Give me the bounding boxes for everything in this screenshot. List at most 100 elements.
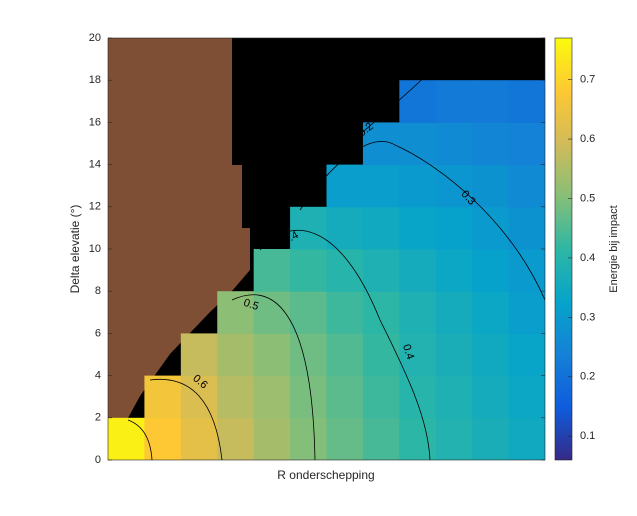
heatmap-cell bbox=[508, 164, 545, 208]
heatmap-cell bbox=[108, 417, 145, 460]
heatmap-cell bbox=[144, 375, 182, 419]
heatmap-cell bbox=[472, 375, 510, 419]
heatmap-cell bbox=[326, 206, 364, 250]
heatmap-cell bbox=[435, 206, 473, 250]
heatmap-cell bbox=[399, 206, 437, 250]
heatmap-cell bbox=[472, 122, 510, 166]
heatmap-cell bbox=[326, 417, 364, 460]
heatmap bbox=[108, 80, 545, 460]
heatmap-cell bbox=[362, 206, 400, 250]
heatmap-cell bbox=[399, 333, 437, 377]
heatmap-cell bbox=[435, 375, 473, 419]
heatmap-cell bbox=[326, 164, 364, 208]
heatmap-cell bbox=[399, 80, 437, 123]
y-tick-label: 4 bbox=[95, 370, 101, 382]
y-tick-label: 16 bbox=[89, 116, 101, 128]
contour-line bbox=[259, 229, 431, 460]
heatmap-cell bbox=[362, 375, 400, 419]
heatmap-cell bbox=[253, 249, 291, 292]
heatmap-cell bbox=[508, 249, 545, 292]
heatmap-cell bbox=[253, 291, 291, 334]
colorbar-tick-label: 0.7 bbox=[580, 74, 595, 86]
contour-line bbox=[149, 378, 223, 460]
heatmap-cell bbox=[435, 417, 473, 460]
heatmap-cell bbox=[435, 164, 473, 208]
heatmap-cell bbox=[362, 333, 400, 377]
heatmap-cell bbox=[180, 375, 218, 419]
heatmap-cell bbox=[217, 333, 255, 377]
y-tick-label: 14 bbox=[89, 159, 101, 171]
heatmap-cell bbox=[435, 249, 473, 292]
heatmap-cell bbox=[472, 291, 510, 334]
x-axis-label: R onderschepping bbox=[277, 468, 374, 482]
heatmap-cell bbox=[253, 333, 291, 377]
heatmap-cell bbox=[508, 122, 545, 166]
heatmap-cell bbox=[472, 249, 510, 292]
heatmap-cell bbox=[290, 333, 327, 377]
heatmap-cell bbox=[326, 249, 364, 292]
heatmap-cell bbox=[144, 417, 182, 460]
colorbar-tick-label: 0.3 bbox=[580, 311, 595, 323]
heatmap-cell bbox=[399, 164, 437, 208]
heatmap-cell bbox=[472, 417, 510, 460]
heatmap-cell bbox=[290, 375, 327, 419]
heatmap-cell bbox=[326, 375, 364, 419]
heatmap-cell bbox=[180, 417, 218, 460]
heatmap-cell bbox=[217, 375, 255, 419]
heatmap-cell bbox=[362, 417, 400, 460]
heatmap-cell bbox=[362, 249, 400, 292]
heatmap-cell bbox=[435, 80, 473, 123]
contour-line bbox=[231, 294, 316, 460]
heatmap-cell bbox=[326, 333, 364, 377]
heatmap-cell bbox=[362, 164, 400, 208]
heatmap-cell bbox=[290, 249, 327, 292]
y-tick-label: 12 bbox=[89, 201, 101, 213]
masked-region bbox=[108, 38, 250, 438]
contour-label: 0.5 bbox=[242, 297, 260, 313]
heatmap-cell bbox=[472, 206, 510, 250]
y-tick-label: 10 bbox=[89, 243, 101, 255]
heatmap-cell bbox=[399, 417, 437, 460]
heatmap-cell bbox=[290, 206, 327, 250]
heatmap-cell bbox=[472, 80, 510, 123]
colorbar-tick-label: 0.5 bbox=[580, 192, 595, 204]
heatmap-cell bbox=[435, 333, 473, 377]
heatmap-cell bbox=[472, 333, 510, 377]
colorbar-tick-label: 0.1 bbox=[580, 430, 595, 442]
heatmap-cell bbox=[399, 122, 437, 166]
heatmap-cell bbox=[508, 206, 545, 250]
heatmap-cell bbox=[508, 291, 545, 334]
colorbar bbox=[554, 37, 573, 461]
contour-line bbox=[127, 419, 153, 460]
heatmap-cell bbox=[435, 122, 473, 166]
heatmap-cell bbox=[217, 417, 255, 460]
heatmap-cell bbox=[290, 291, 327, 334]
colorbar-tick-label: 0.6 bbox=[580, 133, 595, 145]
heatmap-cell bbox=[508, 375, 545, 419]
heatmap-cell bbox=[399, 249, 437, 292]
contour-line bbox=[299, 141, 545, 301]
heatmap-cell bbox=[508, 80, 545, 123]
heatmap-cell bbox=[399, 291, 437, 334]
heatmap-cell bbox=[508, 417, 545, 460]
y-tick-label: 6 bbox=[95, 327, 101, 339]
colorbar-tick-label: 0.4 bbox=[580, 252, 595, 264]
contours bbox=[127, 71, 545, 460]
heatmap-cell bbox=[472, 164, 510, 208]
heatmap-cell bbox=[508, 333, 545, 377]
heatmap-cell bbox=[253, 417, 291, 460]
contour-line bbox=[344, 71, 431, 149]
heatmap-cell bbox=[290, 417, 327, 460]
heatmap-cell bbox=[326, 291, 364, 334]
colorbar-label: Energie bij impact bbox=[608, 205, 620, 292]
y-tick-label: 8 bbox=[95, 285, 101, 297]
heatmap-cell bbox=[399, 375, 437, 419]
heatmap-cell bbox=[362, 291, 400, 334]
heatmap-cell bbox=[435, 291, 473, 334]
y-tick-label: 18 bbox=[89, 74, 101, 86]
contour-label: 0.4 bbox=[400, 343, 416, 361]
y-tick-label: 20 bbox=[89, 32, 101, 44]
y-tick-label: 0 bbox=[95, 454, 101, 466]
colorbar-tick-label: 0.2 bbox=[580, 371, 595, 383]
